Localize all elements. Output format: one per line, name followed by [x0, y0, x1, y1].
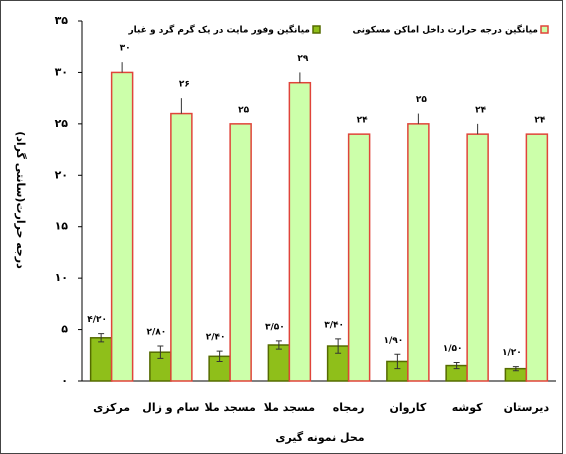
bar: [466, 133, 489, 382]
value-label: ۲۶: [179, 80, 190, 90]
value-label: ۲۴: [534, 116, 545, 126]
bar: [267, 344, 291, 382]
bar: [89, 337, 113, 382]
value-label: ۴/۲۰: [87, 315, 107, 325]
value-label: ۳/۴۰: [324, 320, 344, 330]
value-label: ۱/۵۰: [443, 344, 463, 354]
x-tick-label: کاروان: [389, 401, 426, 414]
y-tick-label: ۳۵: [55, 14, 69, 27]
value-label: ۱/۹۰: [383, 336, 403, 346]
value-label: ۳۰: [120, 44, 131, 54]
bar: [525, 133, 549, 382]
value-label: ۲۴: [357, 116, 368, 126]
value-label: ۲۴: [475, 105, 486, 115]
legend-swatch: [540, 25, 549, 34]
error-bar: [335, 338, 342, 354]
value-label: ۲۵: [238, 105, 249, 115]
x-tick-label: رمجاه: [333, 401, 365, 414]
legend-label: میانگین وفور مایت در یک گرم گرد و غبار: [128, 24, 311, 36]
value-label: ۳/۵۰: [265, 322, 285, 332]
bar: [288, 81, 312, 382]
error-bar: [216, 350, 223, 362]
value-label: ۲۵: [416, 95, 427, 105]
x-tick-label: مسجد ملا: [264, 401, 315, 414]
x-tick-label: کوشه: [452, 401, 483, 414]
legend-swatch: [312, 25, 321, 34]
error-bar: [157, 345, 164, 359]
bar: [407, 123, 430, 382]
y-tick-label: ۵: [61, 323, 68, 336]
x-axis-title: محل نمونه گیری: [275, 431, 364, 444]
y-tick-label: ۲۰: [55, 168, 68, 181]
y-tick-label: ۱۰: [55, 271, 68, 284]
x-tick-label: مسجد ملا: [204, 401, 255, 414]
x-tick-label: سام و زال: [142, 401, 199, 414]
bar: [347, 133, 371, 382]
bar: [170, 112, 193, 382]
error-bar: [275, 340, 282, 350]
y-axis-title: درجه حرارت(سانتی گراد): [14, 131, 27, 269]
value-label: ۲/۸۰: [146, 328, 166, 338]
bar: [110, 71, 134, 382]
x-tick-label: دیرستان: [504, 401, 550, 414]
value-label: ۱/۲۰: [502, 348, 522, 358]
y-tick-label: ۰: [61, 374, 68, 387]
error-bar: [98, 333, 105, 343]
value-label: ۲/۴۰: [206, 333, 226, 343]
error-bar: [512, 366, 519, 372]
y-tick-label: ۱۵: [55, 220, 69, 233]
bar: [229, 123, 252, 382]
error-bar: [453, 361, 460, 370]
error-bar: [394, 353, 401, 370]
x-tick-label: مرکزی: [93, 401, 130, 414]
y-tick-label: ۳۰: [55, 65, 68, 78]
y-tick-label: ۲۵: [55, 117, 69, 130]
legend-label: میانگین درجه حرارت داخل اماکن مسکونی: [352, 24, 538, 36]
value-label: ۲۹: [297, 54, 308, 64]
